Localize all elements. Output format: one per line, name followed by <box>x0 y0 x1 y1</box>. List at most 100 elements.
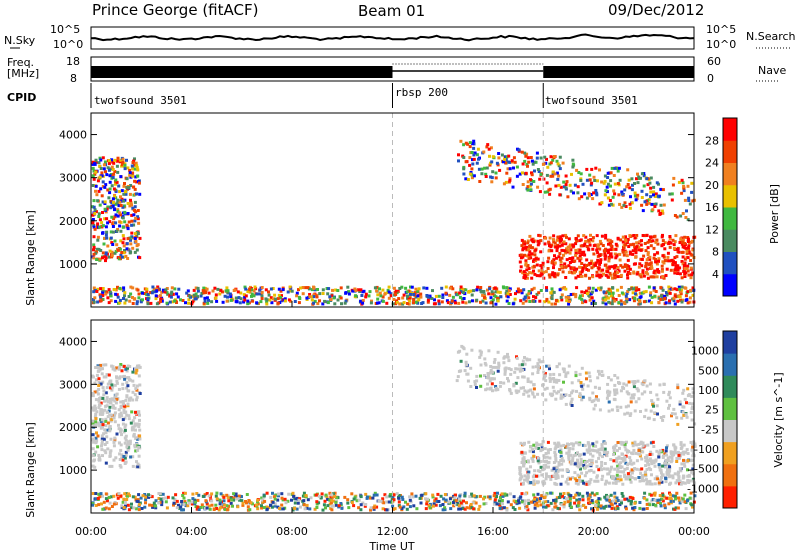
heatmap-cell <box>671 263 675 267</box>
heatmap-cell <box>616 499 620 502</box>
heatmap-cell <box>477 167 481 171</box>
heatmap-cell <box>629 480 633 484</box>
heatmap-cell <box>567 364 571 368</box>
heatmap-cell <box>574 254 578 257</box>
heatmap-cell <box>513 508 517 511</box>
heatmap-cell <box>138 192 142 196</box>
colorbar-tick-label: 20 <box>705 179 719 192</box>
heatmap-cell <box>581 268 585 272</box>
heatmap-cell <box>114 182 117 186</box>
heatmap-cell <box>115 379 119 383</box>
heatmap-cell <box>532 493 536 497</box>
heatmap-cell <box>559 459 563 462</box>
heatmap-cell <box>117 204 121 208</box>
heatmap-cell <box>321 292 325 295</box>
heatmap-cell <box>631 506 635 510</box>
heatmap-cell <box>667 289 671 293</box>
heatmap-cell <box>673 494 677 498</box>
heatmap-cell <box>427 504 431 508</box>
heatmap-cell <box>97 212 101 216</box>
heatmap-cell <box>507 359 511 363</box>
heatmap-cell <box>611 286 615 290</box>
heatmap-cell <box>659 203 663 207</box>
heatmap-cell <box>661 493 665 497</box>
heatmap-cell <box>134 507 138 511</box>
heatmap-cell <box>612 449 616 453</box>
heatmap-cell <box>647 198 651 202</box>
heatmap-cell <box>459 359 463 363</box>
heatmap-cell <box>123 374 126 378</box>
heatmap-cell <box>552 155 556 158</box>
heatmap-cell <box>437 294 441 298</box>
heatmap-cell <box>687 474 691 478</box>
heatmap-cell <box>560 298 564 302</box>
heatmap-cell <box>439 494 443 498</box>
heatmap-cell <box>318 292 322 296</box>
heatmap-cell <box>144 495 148 499</box>
heatmap-cell <box>425 286 429 290</box>
heatmap-cell <box>648 257 652 261</box>
heatmap-cell <box>618 202 622 206</box>
heatmap-cell <box>389 292 393 296</box>
heatmap-cell <box>93 172 97 176</box>
heatmap-cell <box>123 441 127 445</box>
heatmap-cell <box>629 400 633 404</box>
heatmap-cell <box>622 253 626 257</box>
heatmap-cell <box>537 291 541 295</box>
heatmap-cell <box>270 505 274 509</box>
heatmap-cell <box>613 182 617 186</box>
heatmap-cell <box>514 367 518 371</box>
heatmap-cell <box>536 168 540 171</box>
heatmap-cell <box>532 258 536 262</box>
heatmap-cell <box>649 493 653 497</box>
heatmap-cell <box>276 297 280 301</box>
heatmap-cell <box>623 201 627 205</box>
heatmap-cell <box>124 367 128 371</box>
heatmap-cell <box>577 197 581 201</box>
heatmap-cell <box>116 201 120 205</box>
heatmap-cell <box>677 285 681 289</box>
heatmap-cell <box>511 185 515 189</box>
heatmap-cell <box>105 207 109 211</box>
heatmap-cell <box>92 224 96 227</box>
heatmap-cell <box>202 301 206 305</box>
heatmap-cell <box>279 296 283 299</box>
heatmap-cell <box>150 291 154 295</box>
heatmap-cell <box>129 421 133 425</box>
heatmap-cell <box>487 349 491 353</box>
heatmap-cell <box>550 468 554 472</box>
heatmap-cell <box>652 404 655 408</box>
heatmap-cell <box>132 223 136 227</box>
heatmap-cell <box>334 288 338 292</box>
heatmap-cell <box>215 497 219 501</box>
heatmap-cell <box>521 248 525 252</box>
heatmap-cell <box>430 297 434 300</box>
heatmap-cell <box>545 299 549 303</box>
heatmap-cell <box>500 492 504 496</box>
heatmap-cell <box>115 229 119 233</box>
heatmap-cell <box>135 166 139 170</box>
heatmap-cell <box>560 474 564 478</box>
nsearch-label: N.Search <box>746 30 796 43</box>
heatmap-cell <box>520 475 524 479</box>
heatmap-cell <box>525 248 529 252</box>
heatmap-cell <box>102 167 106 171</box>
heatmap-cell <box>579 257 583 261</box>
heatmap-cell <box>557 463 561 467</box>
heatmap-cell <box>129 292 133 296</box>
heatmap-cell <box>585 480 589 484</box>
heatmap-cell <box>633 506 637 509</box>
heatmap-cell <box>611 499 615 503</box>
heatmap-cell <box>95 247 99 251</box>
heatmap-cell <box>92 177 96 181</box>
heatmap-cell <box>118 286 122 290</box>
heatmap-cell <box>118 365 122 369</box>
heatmap-cell <box>598 247 602 251</box>
heatmap-cell <box>131 379 135 383</box>
heatmap-cell <box>586 441 590 445</box>
cpid-label: CPID <box>7 91 36 104</box>
heatmap-cell <box>592 244 596 248</box>
heatmap-cell <box>642 290 646 294</box>
colorbar-swatch <box>723 207 737 230</box>
heatmap-cell <box>679 214 683 218</box>
